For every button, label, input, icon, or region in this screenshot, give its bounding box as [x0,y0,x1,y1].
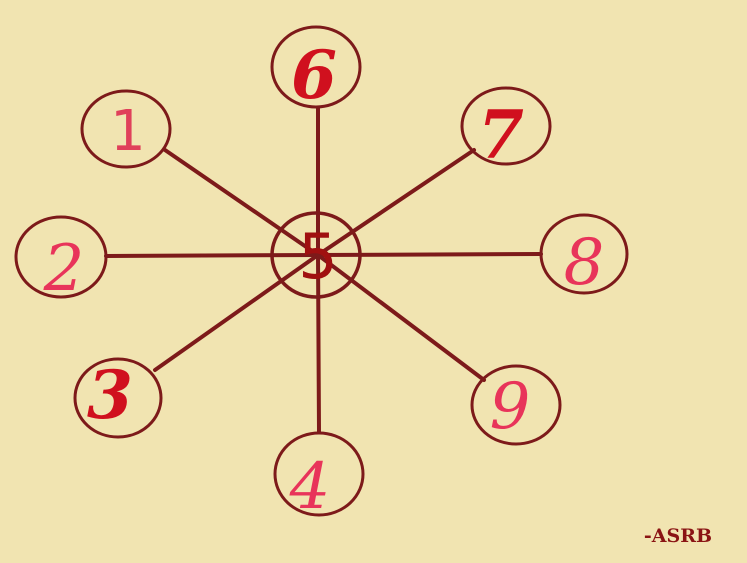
node-3-label: 3 [87,356,133,434]
center-node-ring [270,211,362,299]
node-1-label: 1 [110,99,146,164]
spoke-to-4 [316,253,321,434]
center-node-label: 5 [298,220,337,293]
spokes [104,106,543,434]
node-2-label: 2 [43,232,85,306]
node-rings [14,25,629,517]
node-labels: 1 2 3 4 6 7 8 9 5 [43,36,605,524]
node-4-label: 4 [289,450,331,524]
node-8-label: 8 [564,226,605,300]
node-2-ring [14,215,108,299]
node-3-ring [73,357,163,439]
spoke-to-2 [104,253,320,258]
node-7-ring [460,86,552,166]
spoke-to-1 [163,148,320,257]
spoke-to-3 [153,253,320,372]
node-9-ring [470,364,562,446]
spoke-to-8 [316,252,543,257]
spoke-to-7 [316,148,476,257]
spoke-to-9 [316,253,486,382]
node-4-ring [273,431,365,517]
node-6-ring [270,25,362,109]
node-1-ring [80,89,172,169]
node-8-ring [539,213,629,295]
author-signature: -ASRB [644,525,712,547]
node-6-label: 6 [291,36,337,114]
node-7-label: 7 [478,96,524,174]
node-9-label: 9 [490,370,531,444]
